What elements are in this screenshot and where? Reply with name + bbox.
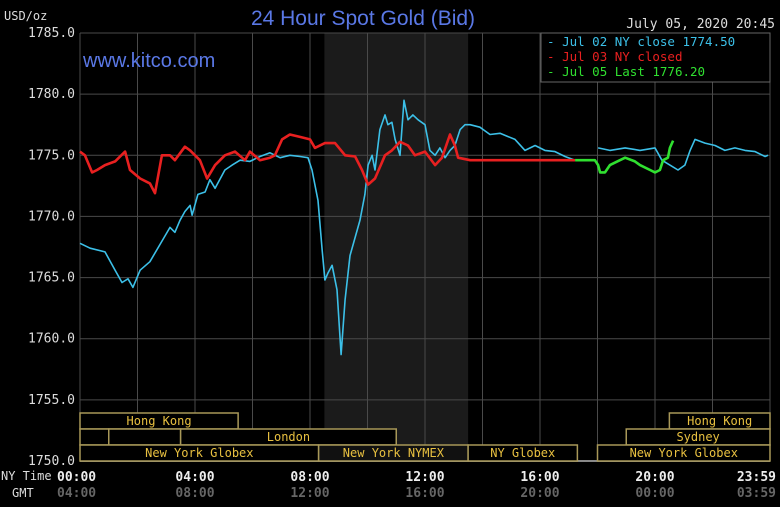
session-label: New York NYMEX — [343, 446, 445, 460]
y-tick-label: 1785.0 — [28, 26, 75, 41]
x-axis-ticks: 00:0004:0004:0008:0008:0012:0012:0016:00… — [57, 470, 776, 501]
gmt-tick: 12:00 — [290, 486, 329, 501]
y-axis-ticks: 1785.0 1780.0 1775.0 1770.0 1765.0 1760.0 1755… — [28, 26, 75, 469]
ny-time-tick: 20:00 — [635, 470, 674, 485]
chart-title: 24 Hour Spot Gold (Bid) — [251, 7, 475, 30]
gmt-tick: 03:59 — [737, 486, 776, 501]
series-line — [79, 133, 576, 195]
y-tick-label: 1765.0 — [28, 271, 75, 286]
y-tick-label: 1775.0 — [28, 148, 75, 163]
series-line — [79, 99, 576, 356]
gmt-tick: 08:00 — [175, 486, 214, 501]
plot-area — [324, 33, 469, 461]
legend-item-jul02: - Jul 02 NY close 1774.50 — [547, 34, 735, 49]
session-label: Hong Kong — [127, 414, 192, 428]
gmt-tick: 20:00 — [520, 486, 559, 501]
price-series — [79, 99, 769, 356]
kitco-watermark: www.kitco.com — [82, 50, 215, 72]
session-label: New York Globex — [145, 446, 253, 460]
session-label: Sydney — [676, 430, 719, 444]
y-tick-label: 1750.0 — [28, 454, 75, 469]
gmt-tick: 04:00 — [57, 486, 96, 501]
ny-time-tick: 12:00 — [405, 470, 444, 485]
ny-time-tick: 23:59 — [737, 470, 776, 485]
session-box — [596, 444, 771, 462]
ny-time-tick: 00:00 — [57, 470, 96, 485]
legend-box — [540, 32, 771, 83]
ny-time-label: NY Time — [1, 469, 52, 483]
gmt-tick: 16:00 — [405, 486, 444, 501]
session-label: NY Globex — [490, 446, 555, 460]
legend-item-jul05: - Jul 05 Last 1776.20 — [547, 64, 705, 79]
session-box — [108, 428, 182, 446]
y-tick-label: 1780.0 — [28, 87, 75, 102]
ny-time-tick: 16:00 — [520, 470, 559, 485]
gmt-label: GMT — [12, 486, 34, 500]
nymex-shaded-band — [324, 33, 469, 461]
gmt-tick: 00:00 — [635, 486, 674, 501]
series-line — [597, 138, 769, 171]
session-box — [79, 428, 110, 446]
ny-time-tick: 04:00 — [175, 470, 214, 485]
market-sessions: Hong Kong Hong Kong London Sydney New York G… — [79, 412, 771, 462]
legend: - Jul 02 NY close 1774.50 - Jul 03 NY cl… — [540, 32, 771, 83]
y-axis-unit: USD/oz — [4, 9, 47, 23]
y-tick-label: 1755.0 — [28, 393, 75, 408]
session-box — [467, 444, 579, 462]
session-label: New York Globex — [630, 446, 738, 460]
ny-time-tick: 08:00 — [290, 470, 329, 485]
session-label: London — [267, 430, 310, 444]
chart-datetime: July 05, 2020 20:45 — [626, 17, 775, 32]
legend-item-jul03: - Jul 03 NY closed — [547, 49, 682, 64]
y-tick-label: 1760.0 — [28, 332, 75, 347]
y-tick-label: 1770.0 — [28, 209, 75, 224]
series-line — [575, 140, 675, 174]
session-label: Hong Kong — [687, 414, 752, 428]
